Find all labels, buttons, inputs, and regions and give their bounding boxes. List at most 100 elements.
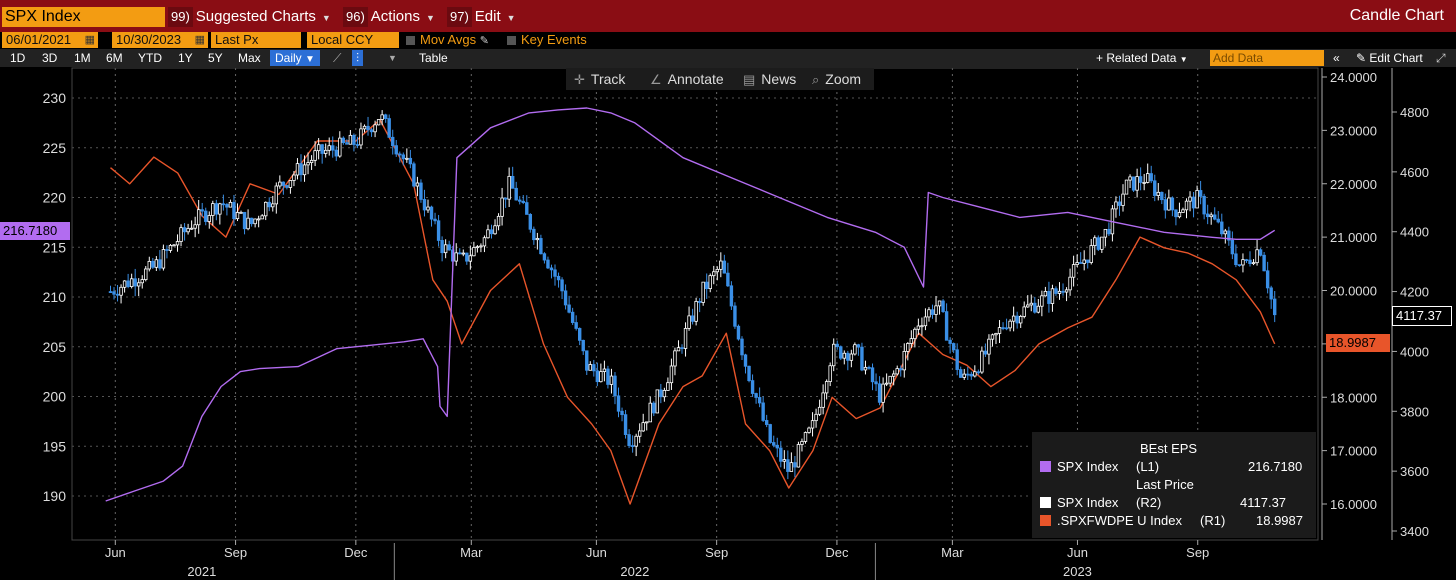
candle-body xyxy=(666,382,670,391)
candle-body xyxy=(514,187,518,201)
period-max-button[interactable]: Max xyxy=(238,51,261,65)
zoom-tool[interactable]: ⌕ Zoom xyxy=(812,70,861,89)
candle-body xyxy=(161,249,166,269)
candle-body xyxy=(662,390,667,398)
candle-body xyxy=(302,164,307,176)
candle-body xyxy=(242,211,247,230)
candle-body xyxy=(246,217,250,230)
candle-body xyxy=(486,229,490,239)
add-data-input[interactable]: Add Data xyxy=(1210,50,1324,66)
candle-body xyxy=(1001,327,1005,330)
period-3d-button[interactable]: 3D xyxy=(42,51,58,65)
candle-body xyxy=(560,279,564,292)
calendar-icon[interactable]: ▦ xyxy=(84,34,95,46)
annotate-icon: ∠ xyxy=(650,72,662,87)
news-tool[interactable]: ▤ News xyxy=(743,70,796,89)
candle-body xyxy=(585,350,589,371)
currency-select[interactable]: Local CCY xyxy=(307,32,399,48)
candle-body xyxy=(214,203,219,215)
period-1d-button[interactable]: 1D xyxy=(10,51,26,65)
candle-body xyxy=(768,424,772,443)
legend-label-eps: SPX Index xyxy=(1057,459,1119,474)
candle-body xyxy=(595,370,600,383)
candle-body xyxy=(436,220,441,241)
track-tool[interactable]: ✛ Track xyxy=(574,70,625,89)
period-1y-button[interactable]: 1Y xyxy=(178,51,193,65)
candle-body xyxy=(563,290,568,306)
candle-body xyxy=(867,366,871,369)
candle-body xyxy=(789,462,794,472)
candle-body xyxy=(429,206,434,220)
period-ytd-button[interactable]: YTD xyxy=(138,51,162,65)
related-data-button[interactable]: + Related Data ▼ xyxy=(1096,50,1188,66)
ticker-field[interactable]: SPX Index xyxy=(2,7,165,27)
expand-icon[interactable]: ⤢ xyxy=(1436,51,1446,65)
candle-body xyxy=(207,215,211,222)
candle-body xyxy=(553,269,557,277)
candle-body xyxy=(1138,176,1143,183)
candle-body xyxy=(683,328,688,349)
candle-chart-icon[interactable]: ⫶ xyxy=(352,50,364,66)
start-date-field[interactable]: 06/01/2021 ▦ xyxy=(2,32,98,48)
candle-body xyxy=(239,211,243,214)
pencil-icon[interactable]: ✎ xyxy=(479,35,489,47)
edit-menu[interactable]: 97) Edit ▼ xyxy=(447,7,516,27)
plus-icon: + xyxy=(1096,51,1104,65)
candle-body xyxy=(729,285,734,307)
candle-body xyxy=(415,182,420,187)
candle-body xyxy=(518,199,522,202)
actions-menu[interactable]: 96) Actions ▼ xyxy=(343,7,435,27)
candle-body xyxy=(546,259,550,269)
candle-body xyxy=(1156,191,1160,196)
candle-body xyxy=(1167,197,1171,211)
end-date-field[interactable]: 10/30/2023 ▦ xyxy=(112,32,208,48)
collapse-icon[interactable]: « xyxy=(1333,51,1340,65)
legend-header-price: Last Price xyxy=(1136,477,1194,492)
calendar-icon[interactable]: ▦ xyxy=(194,34,205,46)
candle-body xyxy=(398,153,402,156)
legend-swatch-price xyxy=(1040,497,1051,508)
currency-value: Local CCY xyxy=(311,32,374,47)
candle-body xyxy=(253,218,257,225)
edit-chart-button[interactable]: ✎ Edit Chart xyxy=(1356,50,1423,66)
period-5y-button[interactable]: 5Y xyxy=(208,51,223,65)
candle-body xyxy=(687,315,691,329)
candle-body xyxy=(285,185,289,188)
candle-body xyxy=(475,246,480,249)
candle-body xyxy=(1008,320,1012,329)
candle-body xyxy=(426,206,430,211)
candle-body xyxy=(990,334,995,340)
candle-body xyxy=(719,260,723,270)
candle-body xyxy=(863,366,868,371)
mov-avgs-toggle[interactable]: Mov Avgs ✎ xyxy=(406,32,489,48)
candle-body xyxy=(599,371,603,383)
period-1m-button[interactable]: 1M xyxy=(74,51,91,65)
key-events-toggle[interactable]: Key Events xyxy=(507,32,587,48)
chevron-down-icon[interactable]: ▼ xyxy=(388,53,397,63)
annotate-tool[interactable]: ∠ Annotate xyxy=(650,70,724,89)
candle-body xyxy=(264,201,268,217)
line-chart-icon[interactable]: ⟋ xyxy=(333,51,342,65)
price-field-select[interactable]: Last Px xyxy=(211,32,301,48)
x-tick-label: Sep xyxy=(1186,545,1209,560)
table-button[interactable]: Table xyxy=(419,51,448,65)
candle-body xyxy=(853,344,857,355)
price-tick-label: 4000 xyxy=(1400,344,1429,359)
candle-body xyxy=(754,393,758,398)
candle-body xyxy=(567,304,571,313)
zoom-icon: ⌕ xyxy=(812,72,820,87)
candle-body xyxy=(352,134,356,145)
candle-body xyxy=(323,149,328,154)
candle-body xyxy=(412,163,416,187)
suggested-charts-menu[interactable]: 99) Suggested Charts ▼ xyxy=(168,7,331,27)
candle-body xyxy=(221,203,226,206)
frequency-select[interactable]: Daily ▼ xyxy=(270,50,320,66)
candle-body xyxy=(316,144,321,152)
candle-body xyxy=(697,301,702,303)
candle-body xyxy=(295,163,300,176)
candle-body xyxy=(997,327,1002,334)
candle-body xyxy=(1269,287,1273,300)
period-6m-button[interactable]: 6M xyxy=(106,51,123,65)
candle-body xyxy=(913,328,917,340)
